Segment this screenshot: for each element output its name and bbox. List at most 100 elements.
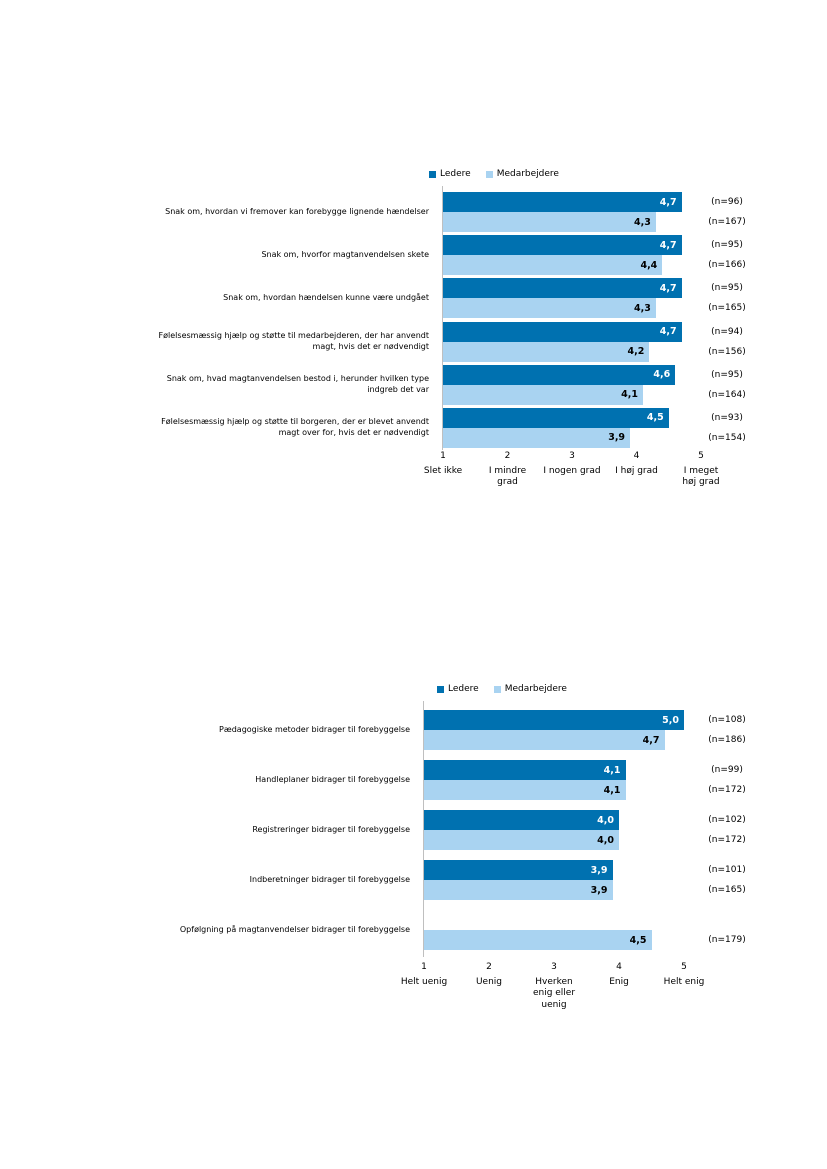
value-label: 4,0 <box>597 834 614 846</box>
n-column: (n=95) (n=166) <box>697 235 757 275</box>
n-column: (n=95) (n=165) <box>697 278 757 318</box>
legend: Ledere Medarbejdere <box>437 684 567 694</box>
value-label: 3,9 <box>608 432 626 444</box>
n-label: (n=165) <box>708 885 746 895</box>
n-label: (n=165) <box>708 303 746 314</box>
n-column: (n=179) <box>697 910 757 950</box>
n-label: (n=93) <box>711 412 743 423</box>
value-label: 4,0 <box>597 814 614 826</box>
value-label: 4,2 <box>627 346 645 358</box>
tick-label: Slet ikke <box>423 465 463 476</box>
n-label: (n=167) <box>708 217 746 227</box>
value-label: 4,5 <box>646 412 664 424</box>
value-label: 4,1 <box>621 389 638 401</box>
bar-slot: 4,0 <box>424 810 684 830</box>
axis-tick: 5 I meget høj grad <box>665 451 737 489</box>
tick-label: I mindre <box>488 465 527 476</box>
bar-slot: 4,3 <box>443 298 701 319</box>
bar-ledere: 4,1 <box>424 760 626 780</box>
category-label: Snak om, hvordan vi fremover kan forebyg… <box>165 206 429 216</box>
axis-tick: 1 Helt uenig <box>388 962 460 988</box>
bars-group: 4,5 <box>424 910 684 950</box>
axis-tick: 3 Hverken enig eller uenig <box>518 962 590 1012</box>
category-label: Indberetninger bidrager til forebyggelse <box>249 874 410 884</box>
n-label: (n=94) <box>711 326 743 337</box>
bar-slot: 3,9 <box>424 860 684 880</box>
tick-number: 3 <box>551 962 557 972</box>
value-label: 4,7 <box>659 326 677 338</box>
bar-slot: 4,7 <box>424 730 684 750</box>
tick-label: I nogen grad <box>543 465 601 476</box>
bar-medarbejdere: 4,1 <box>424 780 626 800</box>
legend-swatch <box>429 170 436 178</box>
bar-slot: 5,0 <box>424 710 684 730</box>
chart-row: Snak om, hvorfor magtanvendelsen skete 4,… <box>148 235 788 276</box>
bar-ledere: 4,7 <box>443 192 682 212</box>
bar-ledere: 4,6 <box>443 364 676 385</box>
chart-row: Følelsesmæssig hjælp og støtte til medar… <box>148 321 788 362</box>
n-label: (n=108) <box>708 715 746 725</box>
bar-ledere: 3,9 <box>424 860 613 880</box>
value-label: 4,7 <box>659 239 677 251</box>
legend-label: Medarbejdere <box>496 169 559 179</box>
n-label <box>697 910 757 930</box>
value-label: 4,7 <box>642 734 660 746</box>
bar-medarbejdere: 4,5 <box>424 930 652 950</box>
bar-ledere: 4,5 <box>443 407 669 428</box>
x-axis: 1 Slet ikke 2 I mindre grad 3 I nogen grad 4 I h… <box>424 451 720 511</box>
bar-medarbejdere: 4,1 <box>443 384 643 405</box>
tick-label: Helt uenig <box>400 976 448 987</box>
value-label: 4,1 <box>603 784 621 796</box>
bar-ledere: 4,7 <box>443 278 682 299</box>
bars-group: 4,5 3,9 <box>443 407 701 448</box>
category-label: Opfølgning på magtanvendelser bidrager t… <box>179 924 410 934</box>
tick-number: 1 <box>421 962 427 972</box>
n-column: (n=94) (n=156) <box>697 322 757 362</box>
tick-label: høj grad <box>682 477 720 488</box>
bar-slot: 4,2 <box>443 341 701 362</box>
x-axis: 1 Helt uenig 2 Uenig 3 Hverken enig eller uenig… <box>401 962 705 1022</box>
bar-medarbejdere: 4,3 <box>443 298 656 319</box>
bars-group: 3,9 3,9 <box>424 860 684 900</box>
category-label: Følelsesmæssig hjælp og støtte til borge… <box>161 417 429 437</box>
bar-medarbejdere: 4,4 <box>443 255 663 276</box>
chart-row: Følelsesmæssig hjælp og støtte til borge… <box>148 407 788 448</box>
bar-ledere: 4,0 <box>424 810 619 830</box>
legend-swatch <box>437 685 444 693</box>
tick-label: Enig <box>609 976 629 987</box>
bar-ledere: 5,0 <box>424 710 684 730</box>
n-column: (n=108) (n=186) <box>697 710 757 750</box>
bar-medarbejdere: 4,7 <box>424 730 665 750</box>
tick-label: I høj grad <box>615 465 658 476</box>
axis-tick: 2 I mindre grad <box>472 451 544 489</box>
axis-tick: 3 I nogen grad <box>536 451 608 477</box>
n-label: (n=172) <box>708 785 746 795</box>
value-axis-line <box>423 701 424 957</box>
bars-group: 4,0 4,0 <box>424 810 684 850</box>
legend-item-ledere: Ledere <box>437 684 479 694</box>
n-label: (n=186) <box>708 735 746 745</box>
bar-slot: 4,7 <box>443 192 701 212</box>
bar-slot: 3,9 <box>443 427 701 448</box>
bar-medarbejdere: 3,9 <box>424 880 613 900</box>
n-label: (n=154) <box>708 432 746 443</box>
n-label: (n=101) <box>708 865 746 875</box>
legend-label: Ledere <box>440 169 471 179</box>
axis-tick: 1 Slet ikke <box>407 451 479 477</box>
axis-tick: 4 Enig <box>583 962 655 988</box>
value-label: 4,1 <box>603 764 621 776</box>
category-label: Handleplaner bidrager til forebyggelse <box>255 774 410 784</box>
chart-rows: Pædagogiske metoder bidrager til forebyg… <box>148 710 788 950</box>
tick-label: Helt enig <box>663 976 705 987</box>
n-label: (n=166) <box>708 260 746 271</box>
tick-label: Hverken <box>535 976 573 987</box>
value-label: 4,7 <box>659 196 677 208</box>
tick-number: 2 <box>486 962 492 972</box>
n-label: (n=172) <box>708 835 746 845</box>
n-column: (n=99) (n=172) <box>697 760 757 800</box>
legend-item-medarbejdere: Medarbejdere <box>493 684 567 694</box>
category-label: Pædagogiske metoder bidrager til forebyg… <box>219 724 410 734</box>
bar-medarbejdere: 4,2 <box>443 341 650 362</box>
axis-tick: 4 I høj grad <box>601 451 673 477</box>
